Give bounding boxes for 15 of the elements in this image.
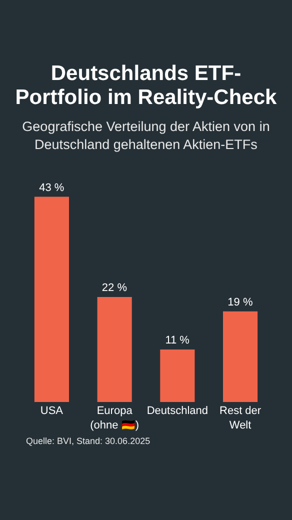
bar xyxy=(34,196,69,402)
x-tick-label: USA xyxy=(40,405,64,417)
data-label: 11 % xyxy=(165,334,190,347)
bar xyxy=(223,311,258,402)
source-note: Quelle: BVI, Stand: 30.06.2025 xyxy=(26,436,150,446)
x-tick-label: Europa (ohne 🇩🇪) xyxy=(90,405,139,432)
data-label: 43 % xyxy=(39,182,64,194)
data-label: 19 % xyxy=(228,296,253,308)
bar xyxy=(97,297,132,402)
chart-subtitle: Geografische Verteilung der Aktien von in Deutschland gehaltenen Aktien-ETFs xyxy=(21,118,271,154)
x-tick-label: Deutschland xyxy=(146,405,208,417)
bar xyxy=(160,350,195,402)
x-tick-label: Rest der Welt xyxy=(220,405,262,432)
chart-title: Deutschlands ETF-Portfolio im Reality-Check xyxy=(14,62,278,110)
data-label: 22 % xyxy=(102,282,128,294)
